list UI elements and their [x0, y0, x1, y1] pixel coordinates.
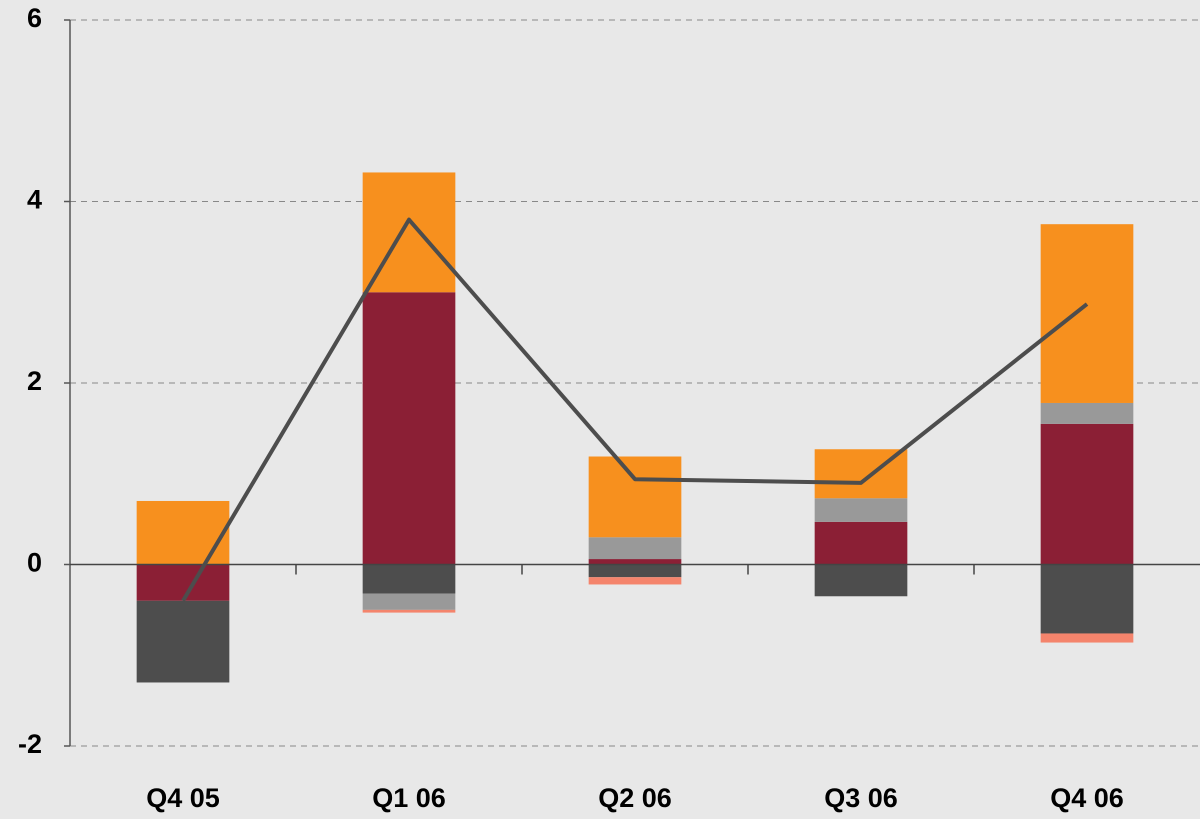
x-tick-label: Q4 06 [1050, 783, 1124, 813]
bar-segment [588, 564, 682, 578]
bar-segment [814, 498, 908, 522]
bar-segment [814, 521, 908, 565]
line-series [181, 217, 1089, 602]
y-tick-label: -2 [18, 729, 42, 759]
x-tick-label: Q4 05 [146, 783, 220, 813]
bar-segment [1040, 633, 1134, 643]
bar-segment [588, 456, 682, 538]
y-tick-label: 2 [27, 366, 42, 396]
bar-segment [136, 564, 230, 601]
bar-segment [1040, 564, 1134, 634]
bar-segment [588, 577, 682, 585]
x-tick-label: Q1 06 [372, 783, 446, 813]
bar-segment [136, 600, 230, 683]
bar-segment [362, 564, 456, 594]
bar-segment [1040, 224, 1134, 403]
y-tick-label: 0 [27, 548, 42, 578]
bar-segment [814, 564, 908, 597]
y-tick-label: 4 [27, 185, 42, 215]
bar-segment [362, 609, 456, 613]
bar-segment [136, 500, 230, 565]
x-tick-label: Q3 06 [824, 783, 898, 813]
bar-segment [1040, 402, 1134, 424]
bar-segment [588, 537, 682, 560]
bar-segment [362, 593, 456, 610]
y-tick-label: 6 [27, 3, 42, 33]
x-tick-label: Q2 06 [598, 783, 672, 813]
bar-segment [1040, 423, 1134, 565]
bar-segment [588, 559, 682, 565]
bar-segment [362, 292, 456, 565]
